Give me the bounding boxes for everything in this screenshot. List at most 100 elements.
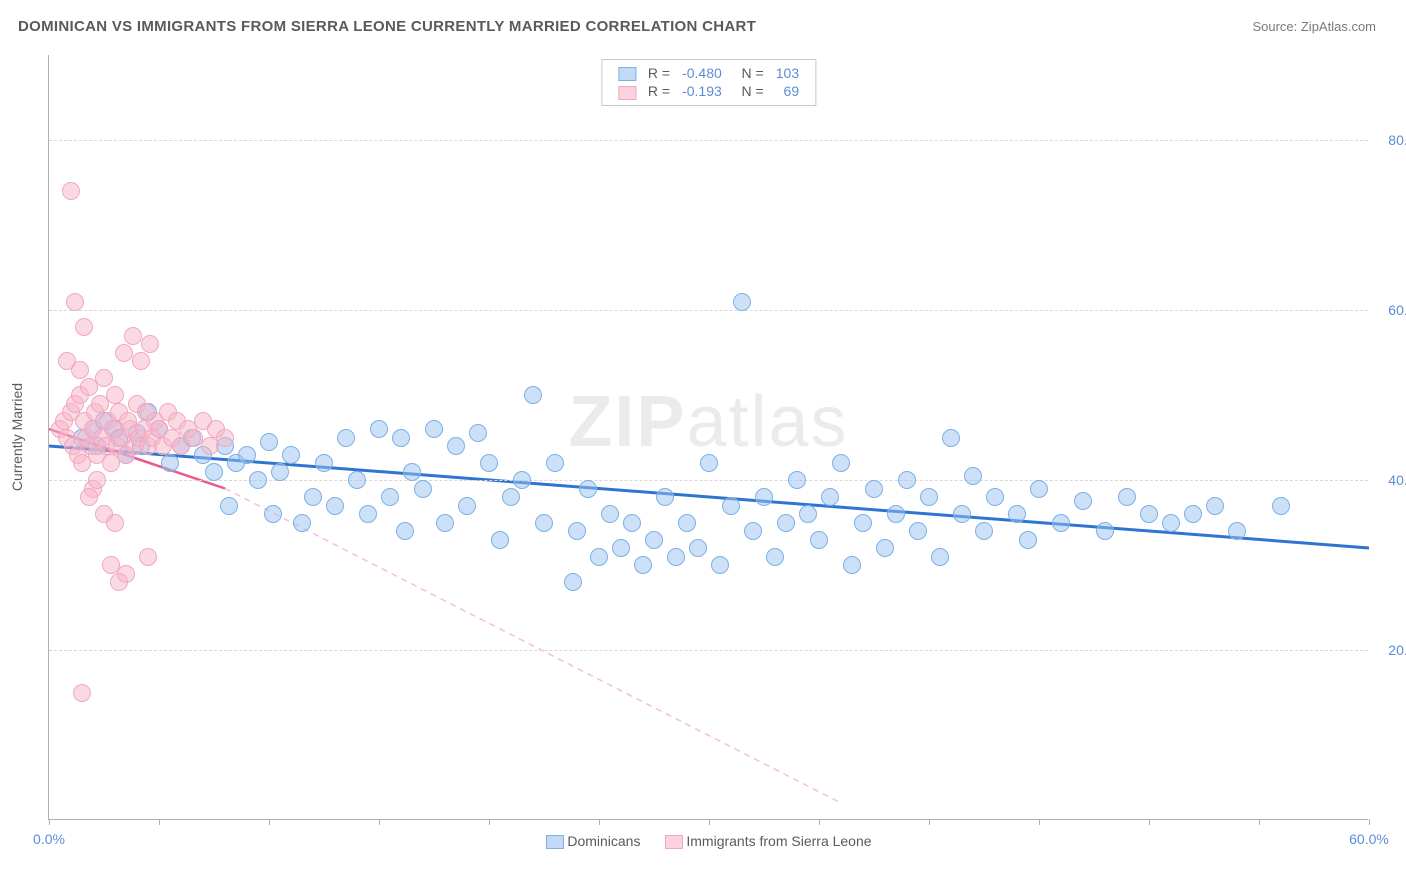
legend-swatch: [545, 835, 563, 849]
data-point: [887, 505, 905, 523]
data-point: [667, 548, 685, 566]
x-tick: [489, 819, 490, 825]
data-point: [546, 454, 564, 472]
n-label: N =: [728, 82, 770, 100]
data-point: [953, 505, 971, 523]
legend-item: Dominicans: [545, 833, 640, 849]
x-tick: [1149, 819, 1150, 825]
data-point: [381, 488, 399, 506]
r-label: R =: [642, 82, 676, 100]
data-point: [777, 514, 795, 532]
data-point: [535, 514, 553, 532]
data-point: [1206, 497, 1224, 515]
y-tick-label: 20.0%: [1373, 642, 1406, 658]
n-label: N =: [728, 64, 770, 82]
n-value: 103: [770, 64, 805, 82]
data-point: [1118, 488, 1136, 506]
data-point: [1272, 497, 1290, 515]
x-tick: [929, 819, 930, 825]
data-point: [106, 386, 124, 404]
legend-item: Immigrants from Sierra Leone: [664, 833, 871, 849]
data-point: [216, 429, 234, 447]
data-point: [315, 454, 333, 472]
data-point: [832, 454, 850, 472]
scatter-chart: Currently Married ZIPatlas R =-0.480 N =…: [48, 55, 1368, 820]
data-point: [898, 471, 916, 489]
x-tick: [269, 819, 270, 825]
data-point: [238, 446, 256, 464]
data-point: [132, 352, 150, 370]
data-point: [601, 505, 619, 523]
gridline: [49, 140, 1368, 141]
data-point: [106, 514, 124, 532]
data-point: [73, 684, 91, 702]
data-point: [326, 497, 344, 515]
data-point: [458, 497, 476, 515]
data-point: [110, 573, 128, 591]
gridline: [49, 480, 1368, 481]
x-tick: [599, 819, 600, 825]
data-point: [524, 386, 542, 404]
data-point: [264, 505, 282, 523]
data-point: [392, 429, 410, 447]
data-point: [513, 471, 531, 489]
data-point: [425, 420, 443, 438]
data-point: [1019, 531, 1037, 549]
data-point: [139, 548, 157, 566]
data-point: [744, 522, 762, 540]
data-point: [414, 480, 432, 498]
data-point: [447, 437, 465, 455]
r-value: -0.193: [676, 82, 728, 100]
data-point: [766, 548, 784, 566]
data-point: [1096, 522, 1114, 540]
data-point: [755, 488, 773, 506]
x-tick: [1259, 819, 1260, 825]
data-point: [942, 429, 960, 447]
data-point: [66, 293, 84, 311]
data-point: [1228, 522, 1246, 540]
data-point: [920, 488, 938, 506]
data-point: [359, 505, 377, 523]
data-point: [986, 488, 1004, 506]
data-point: [293, 514, 311, 532]
y-tick-label: 40.0%: [1373, 472, 1406, 488]
chart-title: DOMINICAN VS IMMIGRANTS FROM SIERRA LEON…: [18, 18, 756, 35]
y-tick-label: 60.0%: [1373, 302, 1406, 318]
data-point: [1052, 514, 1070, 532]
data-point: [733, 293, 751, 311]
data-point: [161, 454, 179, 472]
data-point: [124, 327, 142, 345]
x-tick-label: 60.0%: [1349, 831, 1389, 847]
data-point: [700, 454, 718, 472]
data-point: [95, 369, 113, 387]
y-tick-label: 80.0%: [1373, 132, 1406, 148]
data-point: [75, 318, 93, 336]
data-point: [80, 488, 98, 506]
data-point: [876, 539, 894, 557]
data-point: [722, 497, 740, 515]
data-point: [1008, 505, 1026, 523]
x-tick: [1039, 819, 1040, 825]
data-point: [612, 539, 630, 557]
data-point: [865, 480, 883, 498]
data-point: [843, 556, 861, 574]
x-tick: [159, 819, 160, 825]
legend-correlation: R =-0.480 N =103R =-0.193 N =69: [601, 59, 816, 106]
data-point: [304, 488, 322, 506]
data-point: [469, 424, 487, 442]
data-point: [62, 182, 80, 200]
n-value: 69: [770, 82, 805, 100]
y-axis-label: Currently Married: [9, 383, 25, 491]
trend-lines: [49, 55, 1368, 819]
title-bar: DOMINICAN VS IMMIGRANTS FROM SIERRA LEON…: [0, 0, 1406, 45]
data-point: [678, 514, 696, 532]
data-point: [271, 463, 289, 481]
data-point: [711, 556, 729, 574]
x-tick: [1369, 819, 1370, 825]
data-point: [205, 463, 223, 481]
x-tick: [709, 819, 710, 825]
data-point: [964, 467, 982, 485]
data-point: [396, 522, 414, 540]
data-point: [821, 488, 839, 506]
data-point: [788, 471, 806, 489]
